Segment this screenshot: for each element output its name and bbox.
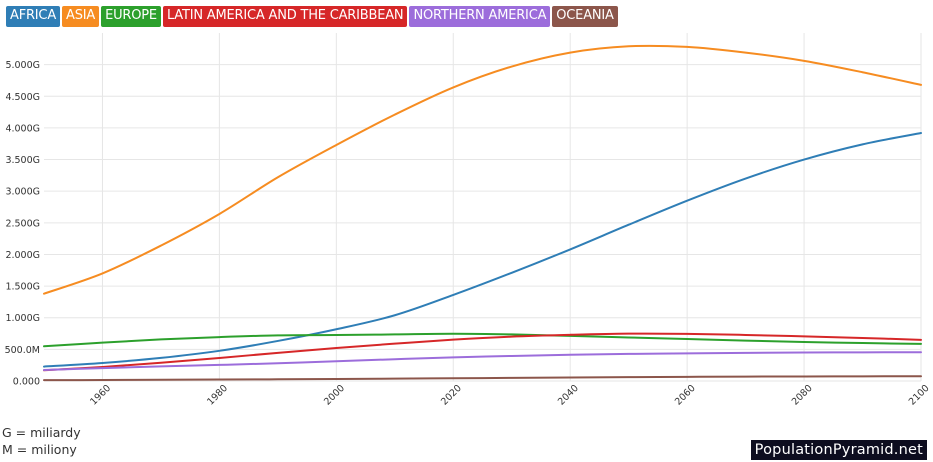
unit-notes: G = miliardy M = miliony xyxy=(2,424,81,458)
series-line-europe xyxy=(43,332,922,348)
x-tick-label: 2020 xyxy=(439,383,464,408)
series-line-northern-america xyxy=(43,351,922,372)
y-tick-label: 5.000G xyxy=(5,60,40,71)
note-billions: G = miliardy xyxy=(2,425,81,440)
legend: AFRICA ASIA EUROPE LATIN AMERICA AND THE CA… xyxy=(6,6,618,27)
series-line-africa xyxy=(43,131,922,368)
y-tick-label: 1.500G xyxy=(5,282,40,293)
y-tick-label: 4.000G xyxy=(5,123,40,134)
y-tick-label: 3.000G xyxy=(5,187,40,198)
y-tick-label: 2.500G xyxy=(5,218,40,229)
legend-item-africa[interactable]: AFRICA xyxy=(6,6,61,27)
note-millions: M = miliony xyxy=(2,442,77,457)
series-line-oceania xyxy=(43,375,922,382)
x-tick-label: 2100 xyxy=(907,383,932,408)
x-tick-label: 2060 xyxy=(673,383,698,408)
legend-item-oceania[interactable]: OCEANIA xyxy=(552,6,618,27)
watermark-logo[interactable]: PopulationPyramid.net xyxy=(750,440,927,460)
y-tick-label: 0.000 xyxy=(13,377,40,388)
series-line-latin-america-and-the-caribbean xyxy=(43,332,922,372)
x-tick-label: 1980 xyxy=(205,383,230,408)
x-tick-label: 2040 xyxy=(556,383,581,408)
series-line-asia xyxy=(43,44,922,295)
x-tick-label: 1960 xyxy=(88,383,113,408)
legend-item-asia[interactable]: ASIA xyxy=(62,6,100,27)
x-tick-label: 2080 xyxy=(790,383,815,408)
y-tick-label: 2.000G xyxy=(5,250,40,261)
y-tick-label: 500.0M xyxy=(5,345,40,356)
legend-item-europe[interactable]: EUROPE xyxy=(101,6,161,27)
x-tick-label: 2000 xyxy=(322,383,347,408)
y-tick-label: 3.500G xyxy=(5,155,40,166)
y-tick-label: 4.500G xyxy=(5,92,40,103)
legend-item-latin-america-and-the-caribbean[interactable]: LATIN AMERICA AND THE CARIBBEAN xyxy=(162,6,408,27)
y-tick-label: 1.000G xyxy=(5,313,40,324)
legend-item-northern-america[interactable]: NORTHERN AMERICA xyxy=(409,6,551,27)
